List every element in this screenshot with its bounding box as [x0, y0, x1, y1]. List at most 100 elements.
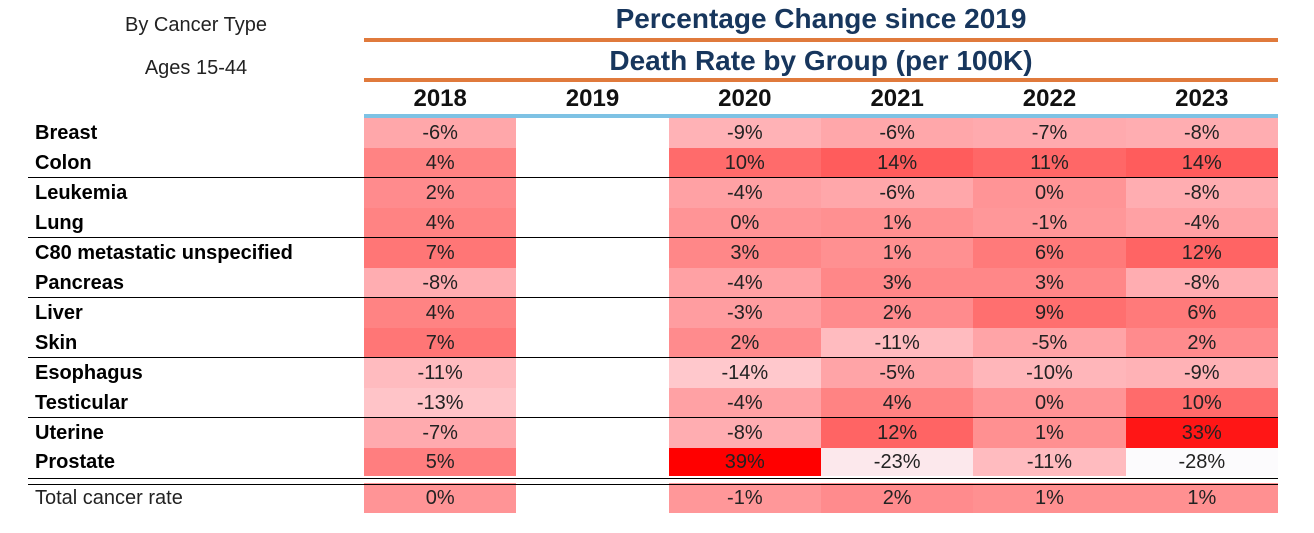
total-row: Total cancer rate 0% -1% 2% 1% 1%	[28, 483, 1278, 513]
row-label: Testicular	[35, 392, 128, 414]
row-label: Breast	[35, 122, 98, 144]
table-row: Esophagus -11% -14% -5% -10% -9%	[28, 358, 1278, 388]
heatmap-cell	[516, 148, 668, 178]
heatmap-cell: 2%	[668, 328, 821, 358]
title-rule-top	[364, 38, 1278, 42]
heatmap-cell: -8%	[668, 418, 821, 448]
heatmap-cell: -4%	[668, 268, 821, 298]
heatmap-cell: -11%	[820, 328, 974, 358]
heatmap-cell: -4%	[668, 388, 821, 418]
heatmap-cell: -1%	[668, 483, 821, 513]
column-header-2018: 2018	[413, 85, 467, 112]
heatmap-cell	[516, 298, 668, 328]
heatmap-cell: 10%	[668, 148, 821, 178]
heatmap-cell: 1%	[820, 238, 974, 268]
row-label: Uterine	[35, 422, 104, 444]
heatmap-cell: -5%	[973, 328, 1126, 358]
row-label: Lung	[35, 212, 84, 234]
heatmap-cell: -13%	[364, 388, 517, 418]
column-header-2022: 2022	[1022, 85, 1077, 112]
heatmap-cell: -10%	[973, 358, 1126, 388]
heatmap-cell: 5%	[364, 448, 517, 476]
heatmap-cell: 1%	[973, 418, 1126, 448]
heatmap-cell: 1%	[973, 483, 1126, 513]
table-row: Leukemia 2% -4% -6% 0% -8%	[28, 178, 1278, 208]
heatmap-cell: -7%	[973, 118, 1126, 148]
row-label: Liver	[35, 302, 83, 324]
heatmap-cell: 3%	[820, 268, 974, 298]
table-row: Prostate 5% 39% -23% -11% -28%	[28, 448, 1278, 476]
heatmap-cell: -14%	[668, 358, 821, 388]
heatmap-cell: -7%	[364, 418, 517, 448]
heatmap-cell: 10%	[1125, 388, 1278, 418]
table-row: C80 metastatic unspecified 7% 3% 1% 6% 12%	[28, 238, 1278, 268]
chart-subtitle: Death Rate by Group (per 100K)	[609, 45, 1033, 76]
heatmap-cell: 39%	[668, 448, 821, 476]
heatmap-cell	[516, 448, 668, 476]
heatmap-cell: -6%	[364, 118, 517, 148]
heatmap-cell: 2%	[820, 298, 974, 328]
row-label: Prostate	[35, 451, 116, 473]
heatmap-cell: 2%	[364, 178, 517, 208]
row-label: Leukemia	[35, 182, 128, 204]
heatmap-cell: -28%	[1125, 448, 1278, 476]
heatmap-cell	[516, 178, 668, 208]
column-header-2020: 2020	[718, 85, 772, 112]
heatmap-cell: 0%	[973, 178, 1126, 208]
heatmap-cell	[516, 328, 668, 358]
heatmap-cell: -8%	[1125, 118, 1278, 148]
table-row: Pancreas -8% -4% 3% 3% -8%	[28, 268, 1278, 298]
column-header-2023: 2023	[1175, 85, 1229, 112]
title-rule-bottom	[364, 78, 1278, 82]
heatmap-cell: -4%	[668, 178, 821, 208]
table-row: Liver 4% -3% 2% 9% 6%	[28, 298, 1278, 328]
chart-title: Percentage Change since 2019	[615, 3, 1027, 34]
table-row: Skin 7% 2% -11% -5% 2%	[28, 328, 1278, 358]
heatmap-cell: -8%	[1125, 178, 1278, 208]
heatmap-cell: 4%	[364, 208, 517, 238]
table-row: Testicular -13% -4% 4% 0% 10%	[28, 388, 1278, 418]
heatmap-cell: 6%	[973, 238, 1126, 268]
heatmap-cell: -11%	[973, 448, 1126, 476]
row-label: Skin	[35, 332, 78, 354]
heatmap-cell: -8%	[364, 268, 517, 298]
subtitle-ages: Ages 15-44	[144, 57, 248, 79]
heatmap-cell	[516, 358, 668, 388]
heatmap-cell	[516, 418, 668, 448]
table-row: Breast -6% -9% -6% -7% -8%	[28, 118, 1278, 148]
row-label: C80 metastatic unspecified	[35, 242, 293, 264]
heatmap-cell: -1%	[973, 208, 1126, 238]
heatmap-cell	[516, 268, 668, 298]
heatmap-cell: 1%	[820, 208, 974, 238]
heatmap-cell: -6%	[820, 118, 974, 148]
heatmap-cell: -11%	[364, 358, 517, 388]
heatmap-cell	[516, 208, 668, 238]
heatmap-cell: 6%	[1125, 298, 1278, 328]
row-label: Pancreas	[35, 272, 124, 294]
heatmap-cell: 9%	[973, 298, 1126, 328]
heatmap-cell: 2%	[820, 483, 974, 513]
heatmap-cell: 2%	[1125, 328, 1278, 358]
heatmap-cell	[516, 118, 668, 148]
heatmap-cell: 12%	[1125, 238, 1278, 268]
heatmap-cell	[516, 238, 668, 268]
heatmap-grid: Breast -6% -9% -6% -7% -8% Colon 4% 10% 14% 11% 14%…	[28, 118, 1278, 513]
heatmap-cell: 7%	[364, 328, 517, 358]
table-row: Lung 4% 0% 1% -1% -4%	[28, 208, 1278, 238]
heatmap-cell: 11%	[973, 148, 1126, 178]
heatmap-cell: 3%	[668, 238, 821, 268]
subtitle-cancer-type: By Cancer Type	[125, 14, 267, 36]
column-header-2019: 2019	[565, 85, 620, 112]
column-header-2021: 2021	[870, 85, 924, 112]
heatmap-cell: 4%	[364, 148, 517, 178]
year-header-row: 2018 2019 2020 2021 2022 2023	[364, 84, 1278, 114]
heatmap-cell: 7%	[364, 238, 517, 268]
heatmap-cell: 4%	[364, 298, 517, 328]
heatmap-cell: -9%	[668, 118, 821, 148]
row-label: Esophagus	[35, 362, 143, 384]
heatmap-cell: 1%	[1125, 483, 1278, 513]
heatmap-cell: -9%	[1125, 358, 1278, 388]
heatmap-cell: -4%	[1125, 208, 1278, 238]
heatmap-cell: 14%	[1125, 148, 1278, 178]
heatmap-cell: -6%	[820, 178, 974, 208]
